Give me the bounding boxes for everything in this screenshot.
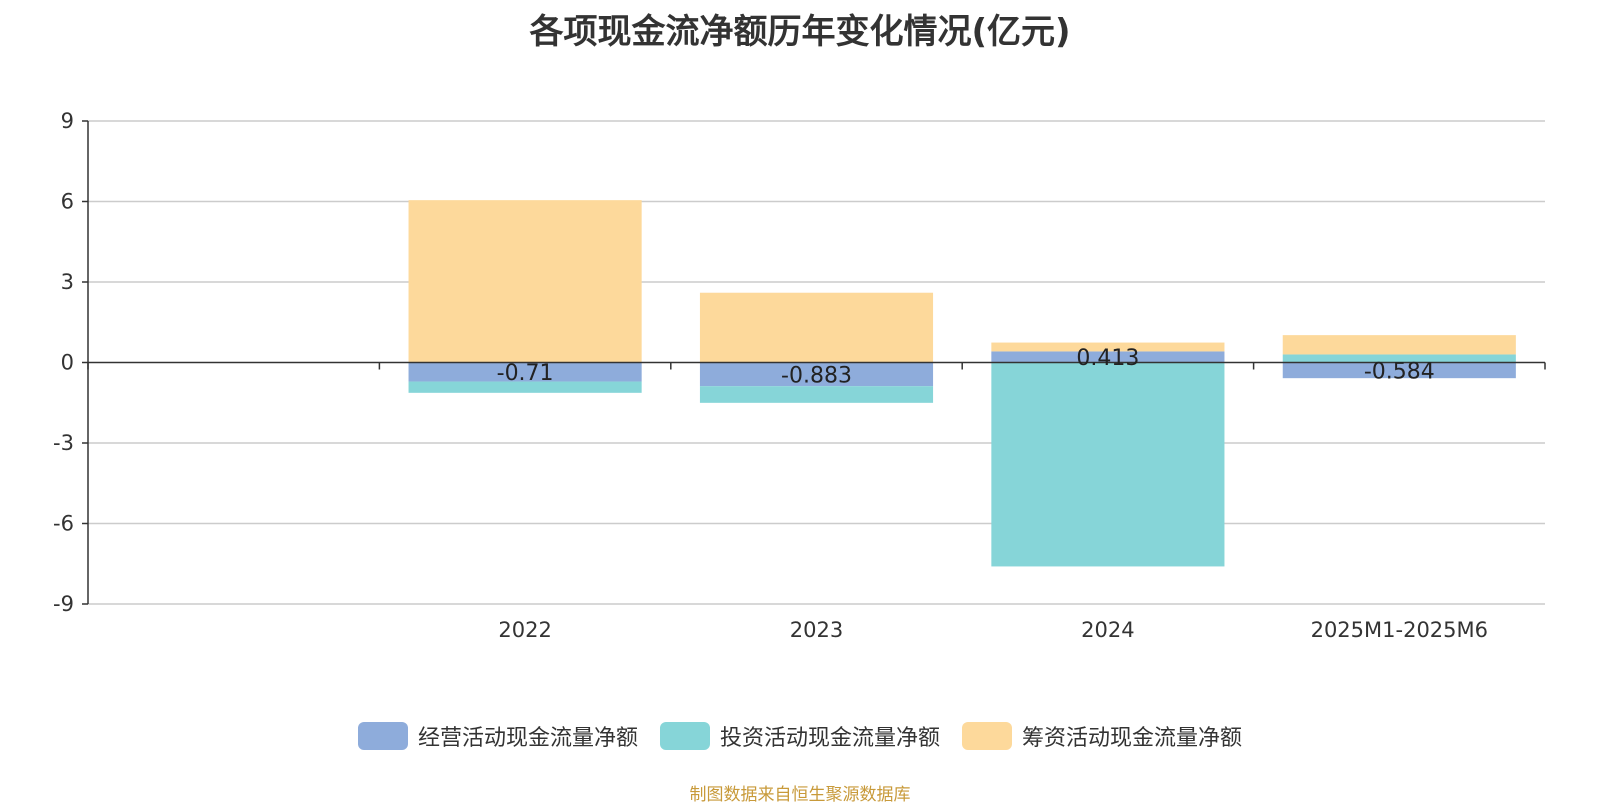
bar-0-3 (991, 351, 1225, 363)
grid-layer (88, 120, 1545, 605)
y-tick-label: -9 (53, 592, 74, 616)
chart-title: 各项现金流净额历年变化情况(亿元) (529, 12, 1071, 52)
bar-1-2 (699, 386, 934, 403)
y-tick-label: -6 (53, 512, 74, 536)
legend-item-operating[interactable]: 经营活动现金流量净额 (357, 720, 638, 752)
bar-0-2 (699, 362, 934, 387)
legend-label-investing: 投资活动现金流量净额 (719, 726, 940, 751)
bar-2-4 (1282, 335, 1516, 355)
axis-layer: 9 6 3 0 -3 -6 -9 2022 2023 2024 2025M1-2025M6 (53, 109, 1546, 642)
y-tick-label: 9 (61, 109, 74, 133)
legend-label-financing: 筹资活动现金流量净额 (1022, 726, 1243, 751)
y-tick-label: -3 (53, 431, 74, 455)
legend-label-operating: 经营活动现金流量净额 (417, 726, 638, 751)
data-label: -0.883 (781, 363, 852, 388)
legend-swatch-investing (659, 722, 710, 750)
x-tick-label: 2022 (498, 618, 551, 642)
bars-layer (408, 200, 1516, 567)
bar-0-4 (1282, 362, 1516, 379)
y-tick-label: 0 (61, 351, 74, 375)
data-label: -0.584 (1364, 359, 1435, 384)
legend-item-investing[interactable]: 投资活动现金流量净额 (659, 720, 940, 752)
x-tick-label: 2024 (1081, 618, 1134, 642)
data-label: -0.71 (497, 361, 554, 386)
legend-swatch-financing (962, 722, 1012, 750)
source-note: 制图数据来自恒生聚源数据库 (689, 785, 911, 805)
y-tick-label: 3 (61, 270, 74, 294)
data-label: 0.413 (1076, 346, 1139, 371)
x-tick-label: 2025M1-2025M6 (1311, 618, 1488, 642)
bar-1-4 (1282, 354, 1516, 363)
labels-layer: -0.71 -0.883 0.413 -0.584 (497, 346, 1435, 388)
legend-item-financing[interactable]: 筹资活动现金流量净额 (962, 720, 1242, 752)
legend-swatch-operating (357, 722, 408, 750)
x-tick-label: 2023 (790, 618, 843, 642)
bar-2-2 (699, 292, 934, 363)
legend: 经营活动现金流量净额 投资活动现金流量净额 筹资活动现金流量净额 (0, 720, 1600, 752)
bar-0-1 (408, 362, 642, 382)
bar-1-1 (408, 381, 642, 393)
y-tick-label: 6 (61, 190, 74, 214)
bar-2-3 (991, 342, 1225, 352)
bar-1-3 (991, 362, 1225, 567)
bar-2-1 (408, 200, 642, 363)
